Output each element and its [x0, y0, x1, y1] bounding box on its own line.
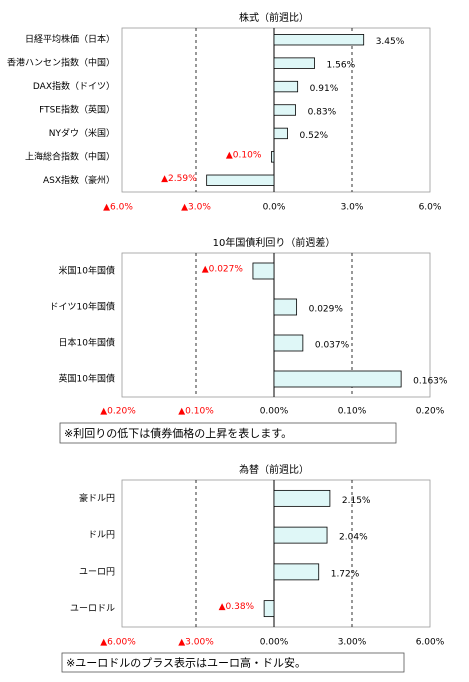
bar — [273, 57, 315, 69]
y-tick-label: 豪ドル円 — [79, 492, 115, 504]
data-label: 2.04% — [339, 533, 368, 543]
x-tick-label: 3.00% — [338, 638, 367, 648]
data-label: 0.52% — [300, 131, 329, 141]
x-tick-label: 0.20% — [416, 407, 445, 417]
y-tick-label: ユーロドル — [70, 604, 115, 614]
note-box — [61, 652, 405, 673]
data-label: ▲2.59% — [161, 174, 197, 184]
note: ※ユーロドルのプラス表示はユーロ高・ドル安。 — [66, 656, 306, 670]
y-tick-label: ユーロ円 — [79, 566, 115, 577]
bar — [273, 563, 320, 581]
x-tick-label: 0.10% — [338, 407, 367, 417]
y-tick-label: 英国10年国債 — [59, 373, 115, 385]
data-label: 0.91% — [310, 84, 339, 94]
bar — [273, 298, 298, 316]
y-tick-label: ASX指数（豪州） — [43, 174, 115, 186]
bar — [270, 151, 275, 163]
y-tick-label: 日本10年国債 — [59, 337, 115, 349]
x-tick-label: ▲3.0% — [181, 203, 211, 213]
y-tick-label: NYダウ（米国） — [49, 127, 115, 139]
note-box — [59, 422, 397, 444]
y-tick-label: DAX指数（ドイツ） — [33, 80, 115, 92]
x-tick-label: 0.00% — [260, 407, 289, 417]
bar — [273, 127, 288, 140]
data-label: 0.029% — [309, 305, 344, 315]
y-tick-label: ドイツ10年国債 — [50, 301, 115, 313]
bar — [273, 489, 331, 507]
y-tick-label: ドル円 — [88, 530, 115, 541]
data-label: 1.72% — [331, 569, 360, 579]
note: ※利回りの低下は債券価格の上昇を表します。 — [64, 426, 292, 440]
data-label: 0.83% — [308, 108, 337, 118]
bar — [206, 174, 275, 186]
x-tick-label: 6.00% — [416, 638, 445, 648]
data-label: 1.56% — [327, 61, 356, 71]
data-label: 2.15% — [342, 496, 371, 506]
bar — [273, 370, 402, 388]
chart-title: 10年国債利回り（前週差） — [213, 236, 336, 249]
bar — [273, 526, 328, 544]
data-label: ▲0.027% — [202, 265, 244, 275]
data-label: 0.163% — [413, 377, 448, 387]
x-tick-label: ▲0.10% — [178, 407, 214, 417]
y-tick-label: 香港ハンセン指数（中国） — [7, 57, 115, 69]
y-tick-label: 上海総合指数（中国） — [25, 150, 115, 162]
bar — [273, 34, 365, 46]
data-label: ▲0.10% — [226, 150, 262, 160]
data-label: ▲0.38% — [219, 602, 255, 612]
bar — [273, 334, 304, 352]
x-tick-label: ▲0.20% — [100, 407, 136, 417]
x-tick-label: ▲3.00% — [178, 638, 214, 648]
plot-frame — [121, 27, 431, 193]
x-tick-label: 0.00% — [260, 638, 289, 648]
x-tick-label: 6.0% — [419, 203, 442, 213]
plot-frame — [121, 252, 431, 398]
x-tick-label: ▲6.00% — [100, 638, 136, 648]
chart-title: 株式（前週比） — [239, 11, 309, 24]
bar — [252, 262, 275, 280]
x-tick-label: 3.0% — [341, 203, 364, 213]
y-tick-label: 日経平均株価（日本） — [25, 33, 115, 45]
x-tick-label: 0.0% — [263, 203, 286, 213]
data-label: 3.45% — [376, 37, 405, 47]
x-tick-label: ▲6.0% — [103, 203, 133, 213]
data-label: 0.037% — [315, 341, 350, 351]
bar — [263, 600, 275, 618]
plot-frame — [121, 479, 431, 628]
chart-title: 為替（前週比） — [239, 463, 309, 476]
bar — [273, 104, 296, 116]
bar — [273, 80, 299, 93]
y-tick-label: FTSE指数（英国） — [39, 104, 115, 116]
y-tick-label: 米国10年国債 — [59, 265, 115, 277]
